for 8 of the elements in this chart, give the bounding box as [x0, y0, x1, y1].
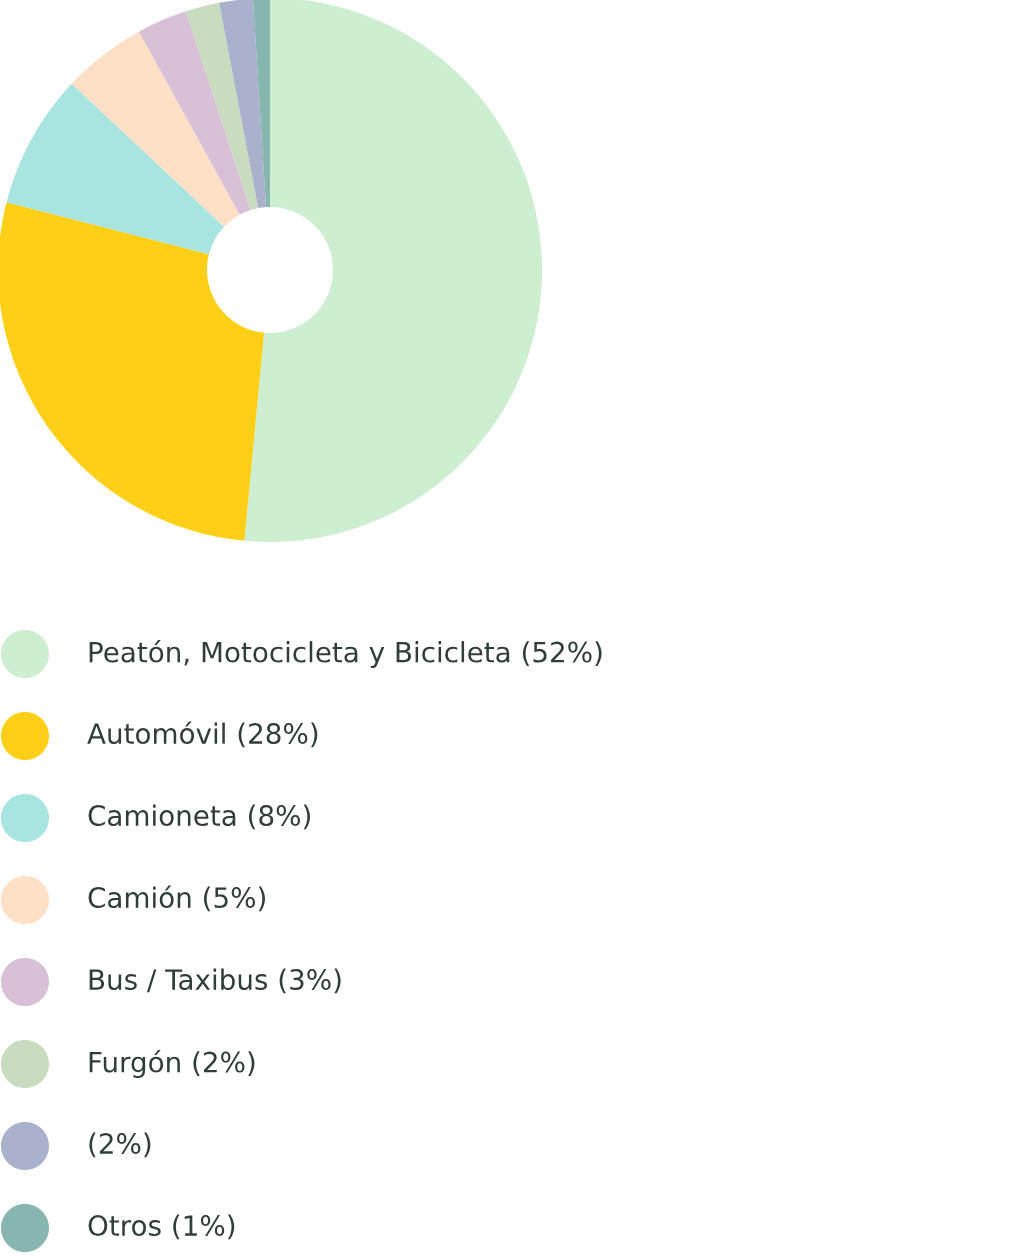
- legend-label: Automóvil (28%): [87, 721, 318, 748]
- legend-label: Furgón (2%): [89, 1050, 255, 1078]
- legend-label: Camioneta (8%): [88, 804, 310, 830]
- legend-label: Otros (1%): [88, 1214, 235, 1240]
- legend-label: (2%): [89, 1132, 151, 1158]
- legend-label: Peatón, Motocicleta y Bicicleta (52%): [89, 640, 602, 668]
- legend-label: Camión (5%): [88, 885, 265, 912]
- legend-label: Bus / Taxibus (3%): [89, 968, 341, 994]
